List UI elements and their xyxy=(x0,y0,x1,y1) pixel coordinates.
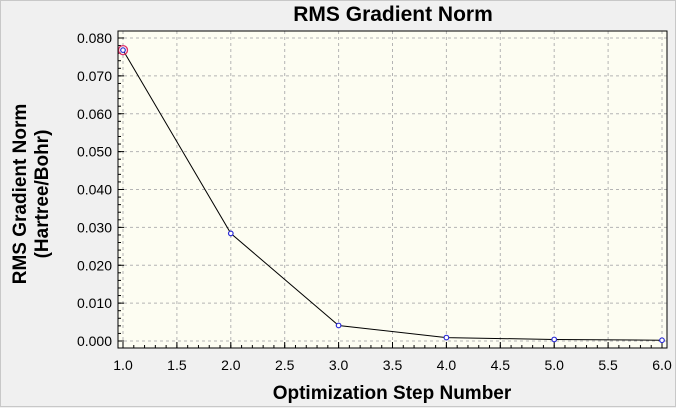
x-axis-label: Optimization Step Number xyxy=(273,383,512,404)
x-tick-label: 1.0 xyxy=(113,357,133,373)
data-point xyxy=(443,334,450,341)
x-tick-label: 2.5 xyxy=(275,357,295,373)
data-point xyxy=(120,47,126,54)
x-tick-label: 2.0 xyxy=(221,357,241,373)
x-tick-label: 1.5 xyxy=(167,357,187,373)
y-tick-label: 0.050 xyxy=(77,144,112,160)
data-point xyxy=(335,322,342,329)
y-axis-label-line-2: (Hartree/Bohr) xyxy=(32,130,53,259)
y-tick-label: 0.020 xyxy=(77,257,112,273)
plot-border xyxy=(117,30,668,349)
x-tick-labels: 1.0 1.5 2.0 2.5 3.0 3.5 4.0 4.5 5.0 5.5 6.0 xyxy=(113,357,672,373)
grid-lines xyxy=(118,31,667,348)
data-point xyxy=(659,337,665,344)
data-point xyxy=(227,230,234,237)
x-tick-label: 4.0 xyxy=(437,357,457,373)
data-point xyxy=(551,336,558,343)
y-axis-label: RMS Gradient Norm (Hartree/Bohr) xyxy=(10,104,53,285)
chart-title: RMS Gradient Norm xyxy=(293,3,493,26)
y-tick-label: 0.030 xyxy=(77,219,112,235)
x-tick-label: 5.0 xyxy=(544,357,564,373)
y-tick-label: 0.080 xyxy=(77,30,112,46)
y-tick-label: 0.000 xyxy=(77,333,112,349)
y-tick-labels: 0.000 0.010 0.020 0.030 0.040 0.050 0.060 0.070… xyxy=(77,30,112,349)
series-layer xyxy=(117,44,665,344)
y-tick-label: 0.070 xyxy=(77,68,112,84)
y-tick-label: 0.010 xyxy=(77,295,112,311)
x-tick-label: 5.5 xyxy=(598,357,618,373)
y-tick-label: 0.060 xyxy=(77,106,112,122)
x-tick-label: 6.0 xyxy=(652,357,672,373)
x-tick-label: 4.5 xyxy=(491,357,511,373)
y-axis-label-line-1: RMS Gradient Norm xyxy=(10,104,31,285)
x-tick-label: 3.5 xyxy=(383,357,403,373)
y-tick-label: 0.040 xyxy=(77,182,112,198)
x-tick-label: 3.0 xyxy=(329,357,349,373)
series-line xyxy=(122,49,663,341)
